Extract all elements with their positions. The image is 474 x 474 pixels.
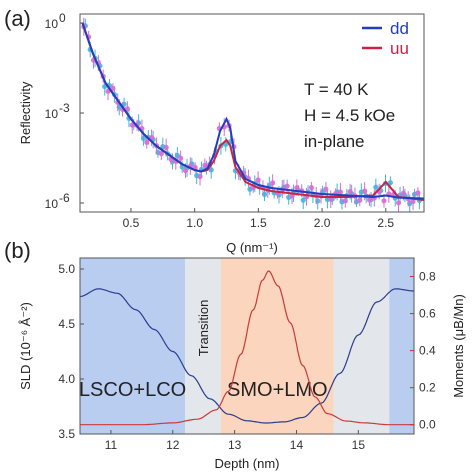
panel-b-y-axis-title: SLD (10⁻⁶ Å⁻²) [18, 302, 33, 390]
panel-b: (b) LSCO+LCO Transition SMO+LMO 11 12 13 14 15… [4, 238, 466, 471]
y-right-tick-label: 0.2 [419, 381, 436, 395]
y-tick-label: 10 [45, 197, 59, 211]
data-point-dd [337, 189, 344, 195]
y-right-tick-label: 0.0 [419, 418, 436, 432]
data-point-dd [124, 106, 130, 112]
x-tick-label: 11 [105, 438, 118, 452]
panel-b-regions: LSCO+LCO Transition SMO+LMO [79, 258, 414, 434]
x-tick-label: 1.5 [250, 216, 267, 230]
data-point-dd [400, 190, 406, 196]
panel-b-plot-area [79, 270, 415, 426]
panel-b-frame [79, 257, 415, 435]
data-point-dd [202, 162, 208, 168]
x-tick-label: 14 [290, 438, 304, 452]
region-smo [221, 258, 334, 434]
data-point-dd [357, 197, 363, 203]
data-point-uu [300, 197, 306, 203]
y-tick-exponent: -3 [59, 101, 70, 115]
sld-line [79, 288, 415, 424]
data-point-dd [410, 198, 416, 205]
region-transition [185, 258, 222, 434]
data-point-dd [178, 155, 184, 161]
x-tick-label: 15 [352, 438, 366, 452]
x-tick-label: 12 [166, 438, 180, 452]
panel-a-label: (a) [4, 6, 31, 31]
data-point-dd [129, 122, 135, 128]
panel-b-x-axis: 11 12 13 14 15 [105, 430, 366, 452]
y-tick-exponent: -6 [59, 191, 70, 205]
panel-a-x-axis: 0.5 1.0 1.5 2.0 2.5 [123, 208, 394, 230]
y-tick-label: 5.0 [58, 262, 75, 276]
y-tick-label: 10 [45, 17, 59, 31]
data-point-dd [284, 183, 290, 189]
region-lsco [80, 258, 186, 434]
x-tick-label: 0.5 [123, 216, 140, 230]
y-right-tick-label: 0.6 [419, 307, 436, 321]
region-label-transition: Transition [196, 300, 211, 357]
y-right-tick-label: 0.8 [419, 270, 436, 284]
panel-a-y-axis-title: Reflectivity [18, 81, 33, 144]
y-tick-exponent: 0 [59, 11, 66, 25]
x-tick-label: 2.5 [377, 216, 394, 230]
data-point-uu [387, 180, 393, 186]
panel-a-x-axis-title: Q (nm⁻¹) [226, 240, 278, 255]
panel-a-plot-area [81, 17, 425, 212]
data-point-dd [342, 198, 348, 204]
fit-line-dd [81, 22, 425, 200]
panel-a-legend: dd uu [362, 19, 409, 58]
panel-b-y-axis-left: 3.5 4.0 4.5 5.0 [58, 262, 84, 441]
data-point-dd [270, 180, 276, 186]
panel-b-y-axis-right-title: Moments (μB/Mn) [451, 294, 466, 398]
data-point-dd [255, 177, 261, 183]
y-tick-label: 4.5 [58, 317, 75, 331]
annotation-orientation: in-plane [304, 132, 365, 151]
data-point-dd [144, 139, 150, 145]
data-point-dd [163, 144, 169, 151]
data-point-dd [197, 173, 203, 180]
region-transition [333, 258, 390, 434]
legend-dd-label: dd [390, 19, 409, 38]
data-point-uu [373, 184, 379, 190]
y-tick-label: 4.0 [58, 372, 75, 386]
region-label-lsco: LSCO+LCO [79, 379, 186, 401]
region-label-smo: SMO+LMO [227, 379, 328, 401]
data-point-dd [366, 197, 373, 203]
legend-uu-label: uu [390, 39, 409, 58]
data-point-dd [308, 184, 314, 191]
panel-b-y-axis-right: 0.0 0.2 0.4 0.6 0.8 [410, 270, 436, 432]
region-lsco [389, 258, 414, 434]
y-right-tick-label: 0.4 [419, 344, 436, 358]
data-point-dd [323, 186, 329, 192]
moment-line [80, 270, 414, 426]
y-tick-label: 3.5 [58, 427, 75, 441]
panel-b-label: (b) [4, 238, 31, 263]
x-tick-label: 1.0 [186, 216, 203, 230]
x-tick-label: 2.0 [314, 216, 331, 230]
data-point-dd [362, 188, 368, 194]
data-point-dd [381, 198, 387, 204]
data-point-dd [182, 168, 189, 174]
data-point-dd [110, 85, 116, 91]
panel-b-x-axis-title: Depth (nm) [214, 456, 279, 471]
data-point-dd [294, 185, 300, 191]
y-tick-label: 10 [45, 107, 59, 121]
data-point-dd [347, 189, 353, 195]
annotation-temperature: T = 40 K [304, 80, 369, 99]
data-point-dd [395, 200, 402, 206]
data-point-dd [415, 190, 421, 196]
annotation-field: H = 4.5 kOe [304, 106, 395, 125]
x-tick-label: 13 [228, 438, 242, 452]
data-point-dd [158, 151, 164, 157]
